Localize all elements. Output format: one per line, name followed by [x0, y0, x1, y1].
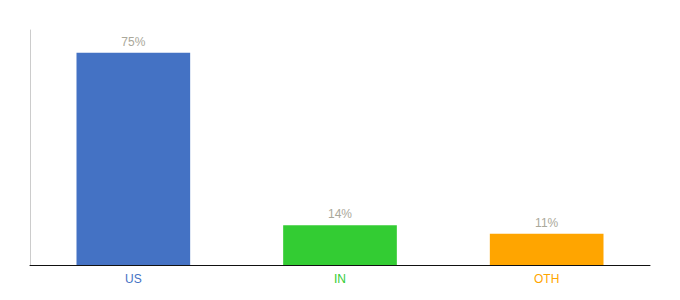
svg-text:11%: 11% — [535, 216, 558, 230]
svg-text:75%: 75% — [121, 35, 145, 49]
svg-text:14%: 14% — [328, 207, 352, 221]
svg-text:IN: IN — [334, 272, 346, 286]
svg-text:OTH: OTH — [534, 272, 559, 286]
svg-text:US: US — [125, 272, 142, 286]
